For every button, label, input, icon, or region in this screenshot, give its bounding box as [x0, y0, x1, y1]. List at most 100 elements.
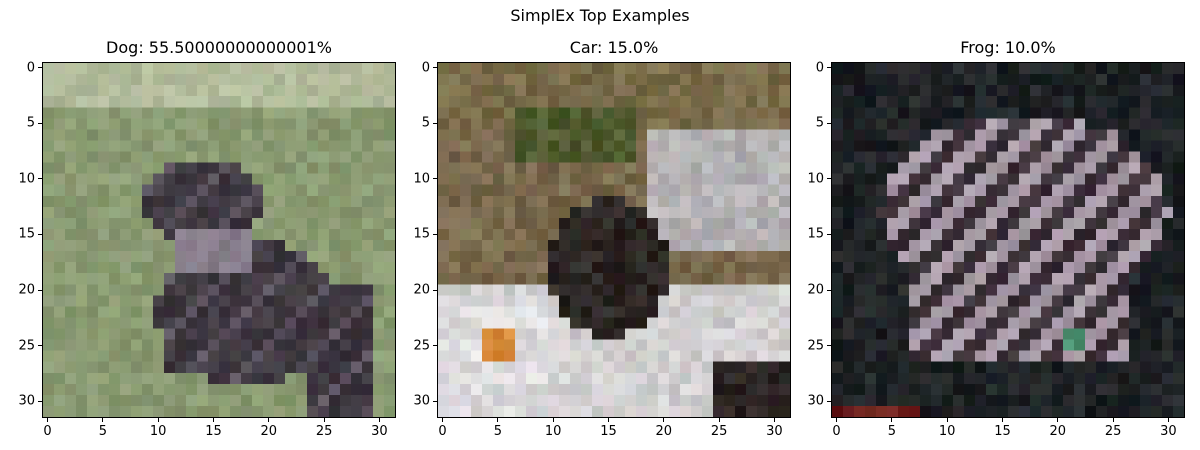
image-pixel: [87, 383, 99, 396]
image-pixel: [54, 85, 66, 97]
image-pixel: [153, 74, 165, 86]
image-pixel: [1008, 262, 1020, 274]
image-pixel: [43, 284, 55, 296]
image-pixel: [120, 240, 132, 252]
image-pixel: [548, 96, 560, 108]
image-pixel: [285, 394, 297, 407]
image-pixel: [1030, 339, 1042, 351]
image-pixel: [230, 262, 242, 274]
image-pixel: [351, 63, 363, 75]
image-pixel: [493, 328, 505, 340]
image-pixel: [931, 394, 943, 407]
image-pixel: [285, 405, 297, 417]
image-pixel: [153, 383, 165, 396]
image-pixel: [724, 184, 736, 196]
image-pixel: [1041, 140, 1053, 152]
image-pixel: [219, 328, 231, 340]
y-tick-label: 10: [807, 171, 824, 187]
image-pixel: [241, 140, 253, 152]
image-pixel: [87, 129, 99, 141]
image-pixel: [1140, 361, 1152, 373]
image-pixel: [438, 372, 450, 385]
image-pixel: [658, 405, 670, 417]
image-pixel: [592, 206, 604, 219]
image-pixel: [768, 217, 780, 230]
image-pixel: [964, 107, 976, 119]
image-pixel: [1052, 195, 1064, 208]
image-pixel: [1030, 383, 1042, 396]
image-pixel: [658, 295, 670, 307]
image-pixel: [975, 383, 987, 396]
image-pixel: [909, 284, 921, 296]
image-pixel: [614, 339, 626, 351]
image-pixel: [153, 405, 165, 417]
image-pixel: [285, 295, 297, 307]
image-pixel: [120, 195, 132, 208]
image-pixel: [614, 306, 626, 318]
x-tick-label: 5: [493, 424, 502, 439]
image-pixel: [274, 129, 286, 141]
image-pixel: [746, 273, 758, 285]
image-pixel: [680, 173, 692, 185]
image-pixel: [964, 405, 976, 417]
image-pixel: [1151, 295, 1163, 307]
image-pixel: [658, 85, 670, 97]
image-pixel: [384, 317, 395, 329]
image-pixel: [98, 284, 110, 296]
image-pixel: [296, 140, 308, 152]
image-pixel: [658, 107, 670, 119]
image-pixel: [691, 394, 703, 407]
image-pixel: [1019, 306, 1031, 318]
image-pixel: [570, 217, 582, 230]
image-pixel: [724, 151, 736, 163]
image-pixel: [449, 162, 461, 174]
image-pixel: [975, 162, 987, 174]
image-pixel: [779, 251, 790, 263]
image-pixel: [1140, 107, 1152, 119]
image-pixel: [54, 383, 66, 396]
image-pixel: [219, 129, 231, 141]
image-pixel: [241, 361, 253, 373]
image-pixel: [208, 184, 220, 196]
image-pixel: [351, 228, 363, 241]
image-pixel: [559, 184, 571, 196]
image-pixel: [252, 361, 264, 373]
image-pixel: [460, 361, 472, 373]
image-pixel: [373, 85, 385, 97]
image-pixel: [669, 151, 681, 163]
image-pixel: [1074, 361, 1086, 373]
image-pixel: [1151, 162, 1163, 174]
image-pixel: [296, 262, 308, 274]
image-pixel: [920, 151, 932, 163]
image-pixel: [997, 96, 1009, 108]
image-pixel: [1173, 383, 1184, 396]
image-pixel: [285, 107, 297, 119]
image-pixel: [669, 118, 681, 130]
image-pixel: [1041, 262, 1053, 274]
image-pixel: [1096, 74, 1108, 86]
image-pixel: [997, 251, 1009, 263]
image-pixel: [449, 317, 461, 329]
image-pixel: [515, 140, 527, 152]
image-pixel: [142, 306, 154, 318]
image-pixel: [1151, 173, 1163, 185]
image-pixel: [1085, 63, 1097, 75]
image-pixel: [307, 383, 319, 396]
image-pixel: [1107, 284, 1119, 296]
image-pixel: [482, 151, 494, 163]
image-pixel: [559, 85, 571, 97]
image-pixel: [1074, 328, 1086, 340]
image-pixel: [296, 306, 308, 318]
image-pixel: [713, 361, 725, 373]
image-pixel: [307, 328, 319, 340]
image-pixel: [230, 273, 242, 285]
image-pixel: [263, 118, 275, 130]
image-pixel: [909, 240, 921, 252]
image-pixel: [581, 85, 593, 97]
image-pixel: [1085, 251, 1097, 263]
image-pixel: [54, 217, 66, 230]
image-pixel: [329, 140, 341, 152]
image-pixel: [120, 295, 132, 307]
image-pixel: [843, 74, 855, 86]
image-pixel: [131, 240, 143, 252]
